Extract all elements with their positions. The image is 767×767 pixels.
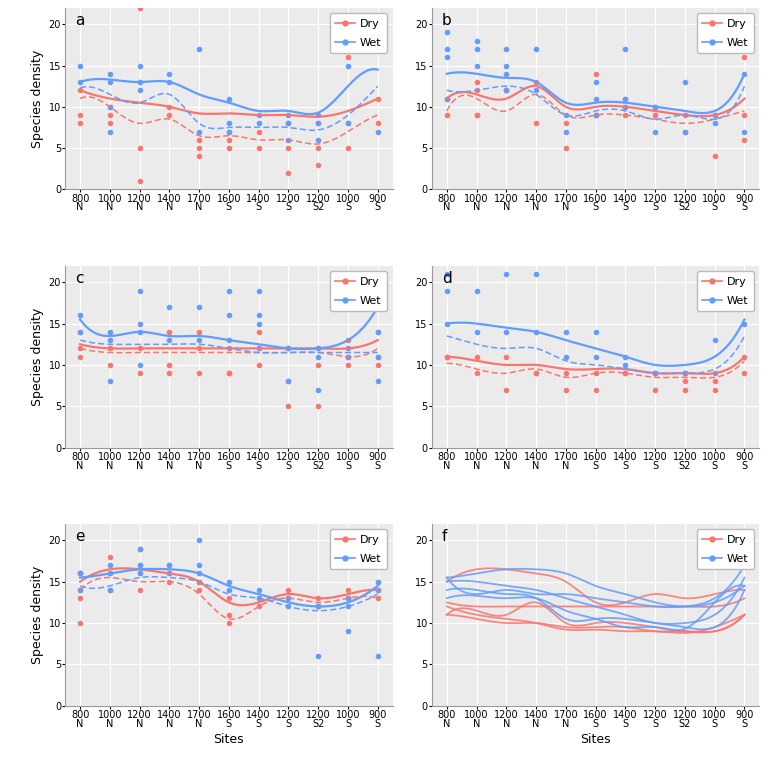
Y-axis label: Species density: Species density <box>31 49 44 148</box>
Legend: Dry, Wet: Dry, Wet <box>330 13 387 53</box>
X-axis label: Sites: Sites <box>581 732 611 746</box>
Text: b: b <box>442 13 452 28</box>
X-axis label: Sites: Sites <box>213 732 244 746</box>
Legend: Dry, Wet: Dry, Wet <box>330 272 387 311</box>
Legend: Dry, Wet: Dry, Wet <box>330 529 387 569</box>
Text: f: f <box>442 529 447 545</box>
Legend: Dry, Wet: Dry, Wet <box>696 529 754 569</box>
Legend: Dry, Wet: Dry, Wet <box>696 272 754 311</box>
Text: e: e <box>75 529 84 545</box>
Legend: Dry, Wet: Dry, Wet <box>696 13 754 53</box>
Y-axis label: Species density: Species density <box>31 308 44 406</box>
Text: d: d <box>442 272 452 286</box>
Y-axis label: Species density: Species density <box>31 565 44 664</box>
Text: c: c <box>75 272 84 286</box>
Text: a: a <box>75 13 84 28</box>
